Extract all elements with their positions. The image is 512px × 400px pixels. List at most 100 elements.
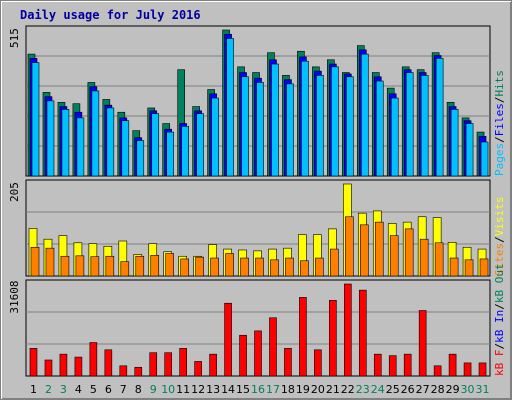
bar-sites-day-22: [345, 216, 354, 277]
legend-kbout: kB Out: [493, 263, 506, 303]
x-tick-label: 6: [105, 383, 112, 396]
x-tick-label: 11: [176, 383, 190, 396]
bar-pages-day-5: [91, 90, 100, 177]
bar-pages-day-23: [360, 53, 369, 177]
bar-pages-day-4: [76, 117, 85, 177]
x-tick-label: 24: [371, 383, 385, 396]
bar-pages-day-6: [106, 107, 115, 177]
x-tick-label: 29: [446, 383, 460, 396]
x-tick-label: 14: [221, 383, 235, 396]
ymax-label-visits: 205: [8, 182, 21, 202]
x-tick-label: 5: [90, 383, 97, 396]
bar-pages-day-24: [375, 80, 384, 177]
bar-pages-day-1: [31, 62, 40, 177]
bar-sites-day-25: [389, 235, 399, 277]
bar-sites-day-12: [195, 256, 204, 277]
x-tick-label: 8: [135, 383, 142, 396]
bar-kbf-day-19: [299, 297, 307, 377]
legend-visits-sites: Sites/Visits: [493, 197, 506, 277]
bar-kbf-day-16: [254, 330, 262, 377]
bar-kbf-day-11: [179, 348, 187, 377]
bar-pages-day-9: [151, 113, 160, 177]
bar-kbf-day-14: [224, 302, 232, 377]
bar-kbf-day-17: [269, 317, 277, 377]
chart-title: Daily usage for July 2016: [20, 8, 201, 22]
bar-pages-day-16: [256, 82, 264, 177]
x-tick-label: 28: [431, 383, 445, 396]
bar-kbf-day-28: [433, 365, 442, 377]
bar-kbf-day-15: [239, 334, 247, 377]
bar-sites-day-23: [359, 224, 369, 277]
bar-sites-day-16: [255, 257, 264, 277]
bar-sites-day-20: [315, 257, 324, 277]
bar-sites-day-31: [479, 258, 489, 277]
bar-pages-day-29: [450, 109, 459, 177]
bar-sites-day-9: [150, 255, 160, 277]
bar-pages-day-17: [271, 63, 279, 177]
bar-sites-day-29: [449, 257, 459, 277]
bar-sites-day-7: [120, 261, 130, 277]
bar-kbf-day-10: [164, 352, 173, 377]
legend-hits-files-pages: Pages/Files/Hits: [493, 70, 506, 176]
x-tick-label: 23: [356, 383, 370, 396]
bar-kbf-day-12: [194, 361, 202, 377]
x-tick-label: 19: [296, 383, 310, 396]
bar-pages-day-22: [346, 76, 354, 177]
x-tick-label: 9: [150, 383, 157, 396]
bar-kbf-day-26: [403, 353, 412, 377]
legend-kbin: kB In: [493, 310, 506, 343]
bar-pages-day-12: [196, 113, 204, 177]
x-tick-label: 18: [281, 383, 295, 396]
legend-hits: Hits: [493, 70, 506, 97]
x-tick-label: 13: [206, 383, 220, 396]
bar-sites-day-3: [60, 255, 70, 277]
legend-kbf: kB F: [493, 350, 506, 377]
bar-kbf-day-24: [373, 353, 382, 377]
x-tick-label: 17: [266, 383, 280, 396]
bar-sites-day-19: [300, 260, 309, 277]
bar-kbf-day-2: [44, 359, 53, 377]
x-tick-label: 1: [30, 383, 37, 396]
bar-pages-day-25: [390, 97, 399, 177]
bar-pages-day-3: [61, 109, 70, 177]
x-tick-label: 2: [45, 383, 52, 396]
bar-sites-day-13: [210, 257, 219, 277]
x-tick-label: 15: [236, 383, 250, 396]
bar-sites-day-21: [330, 248, 339, 277]
bar-kbf-day-27: [418, 310, 427, 377]
bar-kbf-day-20: [314, 349, 322, 377]
bar-kbf-day-30: [463, 362, 472, 377]
bar-pages-day-28: [435, 58, 444, 177]
x-tick-label: 3: [60, 383, 67, 396]
x-tick-label: 27: [416, 383, 430, 396]
bar-kbf-day-18: [284, 348, 292, 377]
bar-pages-day-13: [211, 97, 219, 177]
ymax-label-kbf: 31608: [8, 280, 21, 313]
ymax-label-hits: 515: [8, 28, 21, 48]
x-tick-label: 26: [401, 383, 415, 396]
bar-kbf-day-5: [89, 342, 98, 377]
x-tick-label: 25: [386, 383, 400, 396]
x-tick-label: 10: [161, 383, 175, 396]
bar-sites-day-27: [419, 238, 429, 277]
bar-kbf-day-21: [329, 300, 337, 377]
bar-sites-day-15: [240, 257, 249, 277]
bar-sites-day-26: [404, 228, 414, 277]
bar-pages-day-8: [136, 140, 145, 177]
bar-sites-day-14: [225, 253, 234, 277]
bar-sites-day-28: [434, 242, 444, 277]
x-tick-label: 16: [251, 383, 265, 396]
x-tick-label: 12: [191, 383, 205, 396]
legend-kbytes: kB F/kB In/kB Out: [493, 263, 506, 376]
bar-pages-day-10: [166, 131, 175, 177]
bar-kbf-day-22: [344, 283, 352, 377]
legend-sites: Sites: [493, 243, 506, 276]
x-tick-label: 4: [75, 383, 82, 396]
bar-sites-day-5: [90, 256, 100, 277]
bar-kbf-day-1: [29, 348, 38, 377]
bar-sites-day-2: [45, 247, 55, 277]
bar-kbf-day-4: [74, 356, 83, 377]
bar-pages-day-11: [181, 126, 189, 177]
bar-sites-day-17: [270, 259, 279, 277]
bar-kbf-day-9: [149, 352, 158, 377]
